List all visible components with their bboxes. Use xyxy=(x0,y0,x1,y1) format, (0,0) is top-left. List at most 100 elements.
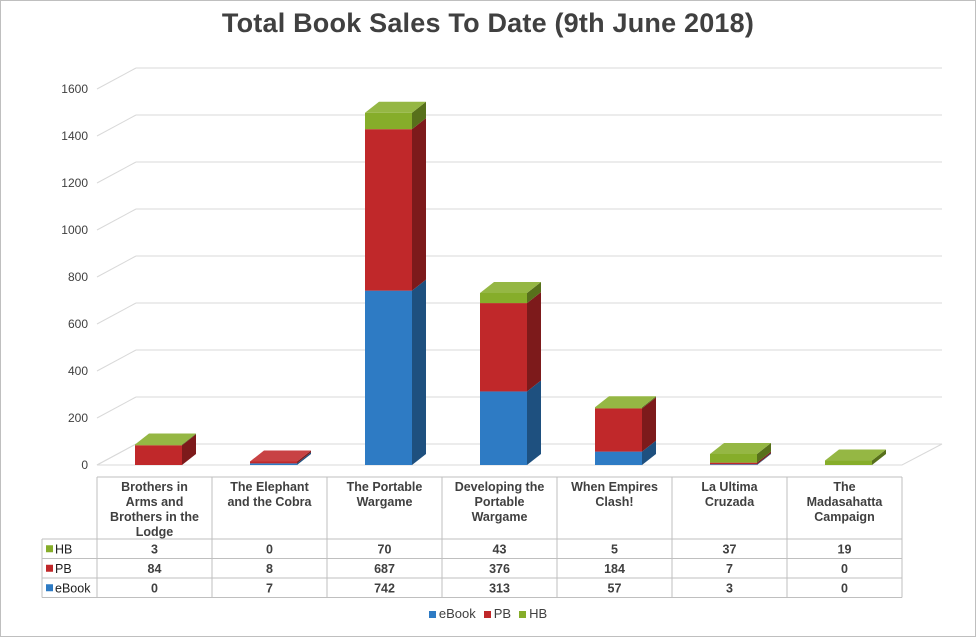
bar-side-hb-6 xyxy=(757,442,771,463)
y-tick-label: 0 xyxy=(81,458,88,472)
bar-hb-5 xyxy=(595,407,642,409)
bar-pb-5 xyxy=(595,408,642,452)
legend-item-ebook: eBook xyxy=(428,606,476,621)
legend-swatch xyxy=(519,611,527,619)
category-label: Madasahatta xyxy=(807,495,884,509)
bar-side-hb-4 xyxy=(527,281,541,304)
bar-hb-3 xyxy=(365,112,412,130)
y-tick-label: 800 xyxy=(68,270,88,284)
bar-hb-7 xyxy=(825,460,872,465)
bar-pb-1 xyxy=(135,445,182,465)
table-cell: 0 xyxy=(266,542,273,556)
category-label: The xyxy=(833,480,855,494)
bar-side-pb-4 xyxy=(527,292,541,392)
y-tick-label: 1600 xyxy=(61,82,88,96)
y-tick-label: 1400 xyxy=(61,129,88,143)
table-cell: 3 xyxy=(151,542,158,556)
grid-slant-200 xyxy=(96,396,137,419)
category-label: Cruzada xyxy=(705,495,755,509)
category-label: Clash! xyxy=(595,495,633,509)
y-tick-label: 200 xyxy=(68,411,88,425)
category-label: Wargame xyxy=(472,510,528,524)
table-cell: 5 xyxy=(611,542,618,556)
category-label: Portable xyxy=(474,495,524,509)
grid-slant-1600 xyxy=(96,67,137,90)
legend-label: PB xyxy=(493,606,512,621)
category-label: Lodge xyxy=(136,525,174,539)
grid-slant-1200 xyxy=(96,161,137,184)
bar-side-pb-3 xyxy=(412,118,426,291)
table-cell: 742 xyxy=(374,581,395,595)
bar-top-5 xyxy=(595,396,656,408)
bar-top-1 xyxy=(135,433,196,445)
table-key-ebook xyxy=(46,584,53,592)
category-label: Wargame xyxy=(357,495,413,509)
category-label: La Ultima xyxy=(701,480,758,494)
bar-pb-3 xyxy=(365,129,412,291)
bar-hb-6 xyxy=(710,453,757,463)
bar-side-ebook-3 xyxy=(412,279,426,465)
category-label: Arms and xyxy=(126,495,184,509)
legend-swatch xyxy=(428,611,436,619)
grid-slant-600 xyxy=(96,302,137,325)
grid-slant-800 xyxy=(96,255,137,278)
table-key-hb xyxy=(46,545,53,553)
bar-side-ebook-2 xyxy=(297,452,311,465)
table-row-label: PB xyxy=(55,562,72,576)
table-row-label: HB xyxy=(55,542,72,556)
category-label: Campaign xyxy=(814,510,874,524)
bar-side-pb-1 xyxy=(182,434,196,465)
chart-legend: eBook PB HB xyxy=(0,606,976,621)
bar-hb-1 xyxy=(135,444,182,446)
bar-top-2 xyxy=(250,450,311,462)
y-tick-label: 400 xyxy=(68,364,88,378)
table-cell: 0 xyxy=(841,581,848,595)
legend-item-hb: HB xyxy=(519,606,547,621)
bar-ebook-2 xyxy=(250,463,297,465)
bar-top-7 xyxy=(825,449,886,461)
table-cell: 184 xyxy=(604,562,625,576)
category-label: Brothers in xyxy=(121,480,188,494)
bar-side-hb-1 xyxy=(182,433,196,446)
category-label: The Elephant xyxy=(230,480,309,494)
grid-slant-1000 xyxy=(96,208,137,231)
bar-side-hb-7 xyxy=(872,449,886,465)
bar-side-ebook-4 xyxy=(527,380,541,465)
chart-title: Total Book Sales To Date (9th June 2018) xyxy=(221,8,755,38)
category-label: Developing the xyxy=(455,480,545,494)
bar-top-6 xyxy=(710,442,771,454)
bar-pb-6 xyxy=(710,462,757,465)
y-tick-label: 1000 xyxy=(61,223,88,237)
table-cell: 687 xyxy=(374,562,395,576)
category-label: When Empires xyxy=(571,480,658,494)
bar-side-ebook-6 xyxy=(757,453,771,465)
y-tick-label: 1200 xyxy=(61,176,88,190)
category-label: and the Cobra xyxy=(227,495,312,509)
table-row-label: eBook xyxy=(55,581,91,595)
bar-pb-2 xyxy=(250,461,297,464)
legend-swatch xyxy=(483,611,491,619)
table-cell: 7 xyxy=(726,562,733,576)
bar-hb-4 xyxy=(480,292,527,304)
category-label: The Portable xyxy=(347,480,423,494)
bar-side-hb-5 xyxy=(642,396,656,409)
category-label: Brothers in the xyxy=(110,510,199,524)
grid-slant-1400 xyxy=(96,114,137,137)
table-cell: 0 xyxy=(151,581,158,595)
legend-label: eBook xyxy=(438,606,476,621)
bar-top-3 xyxy=(365,101,426,113)
bar-ebook-6 xyxy=(710,464,757,465)
table-cell: 70 xyxy=(378,542,392,556)
table-cell: 3 xyxy=(726,581,733,595)
table-cell: 19 xyxy=(838,542,852,556)
bar-side-ebook-5 xyxy=(642,440,656,465)
bar-side-pb-6 xyxy=(757,451,771,465)
bar-top-4 xyxy=(480,281,541,293)
table-cell: 57 xyxy=(608,581,622,595)
y-tick-label: 600 xyxy=(68,317,88,331)
table-cell: 8 xyxy=(266,562,273,576)
table-cell: 37 xyxy=(723,542,737,556)
bar-pb-4 xyxy=(480,303,527,392)
legend-item-pb: PB xyxy=(483,606,512,621)
